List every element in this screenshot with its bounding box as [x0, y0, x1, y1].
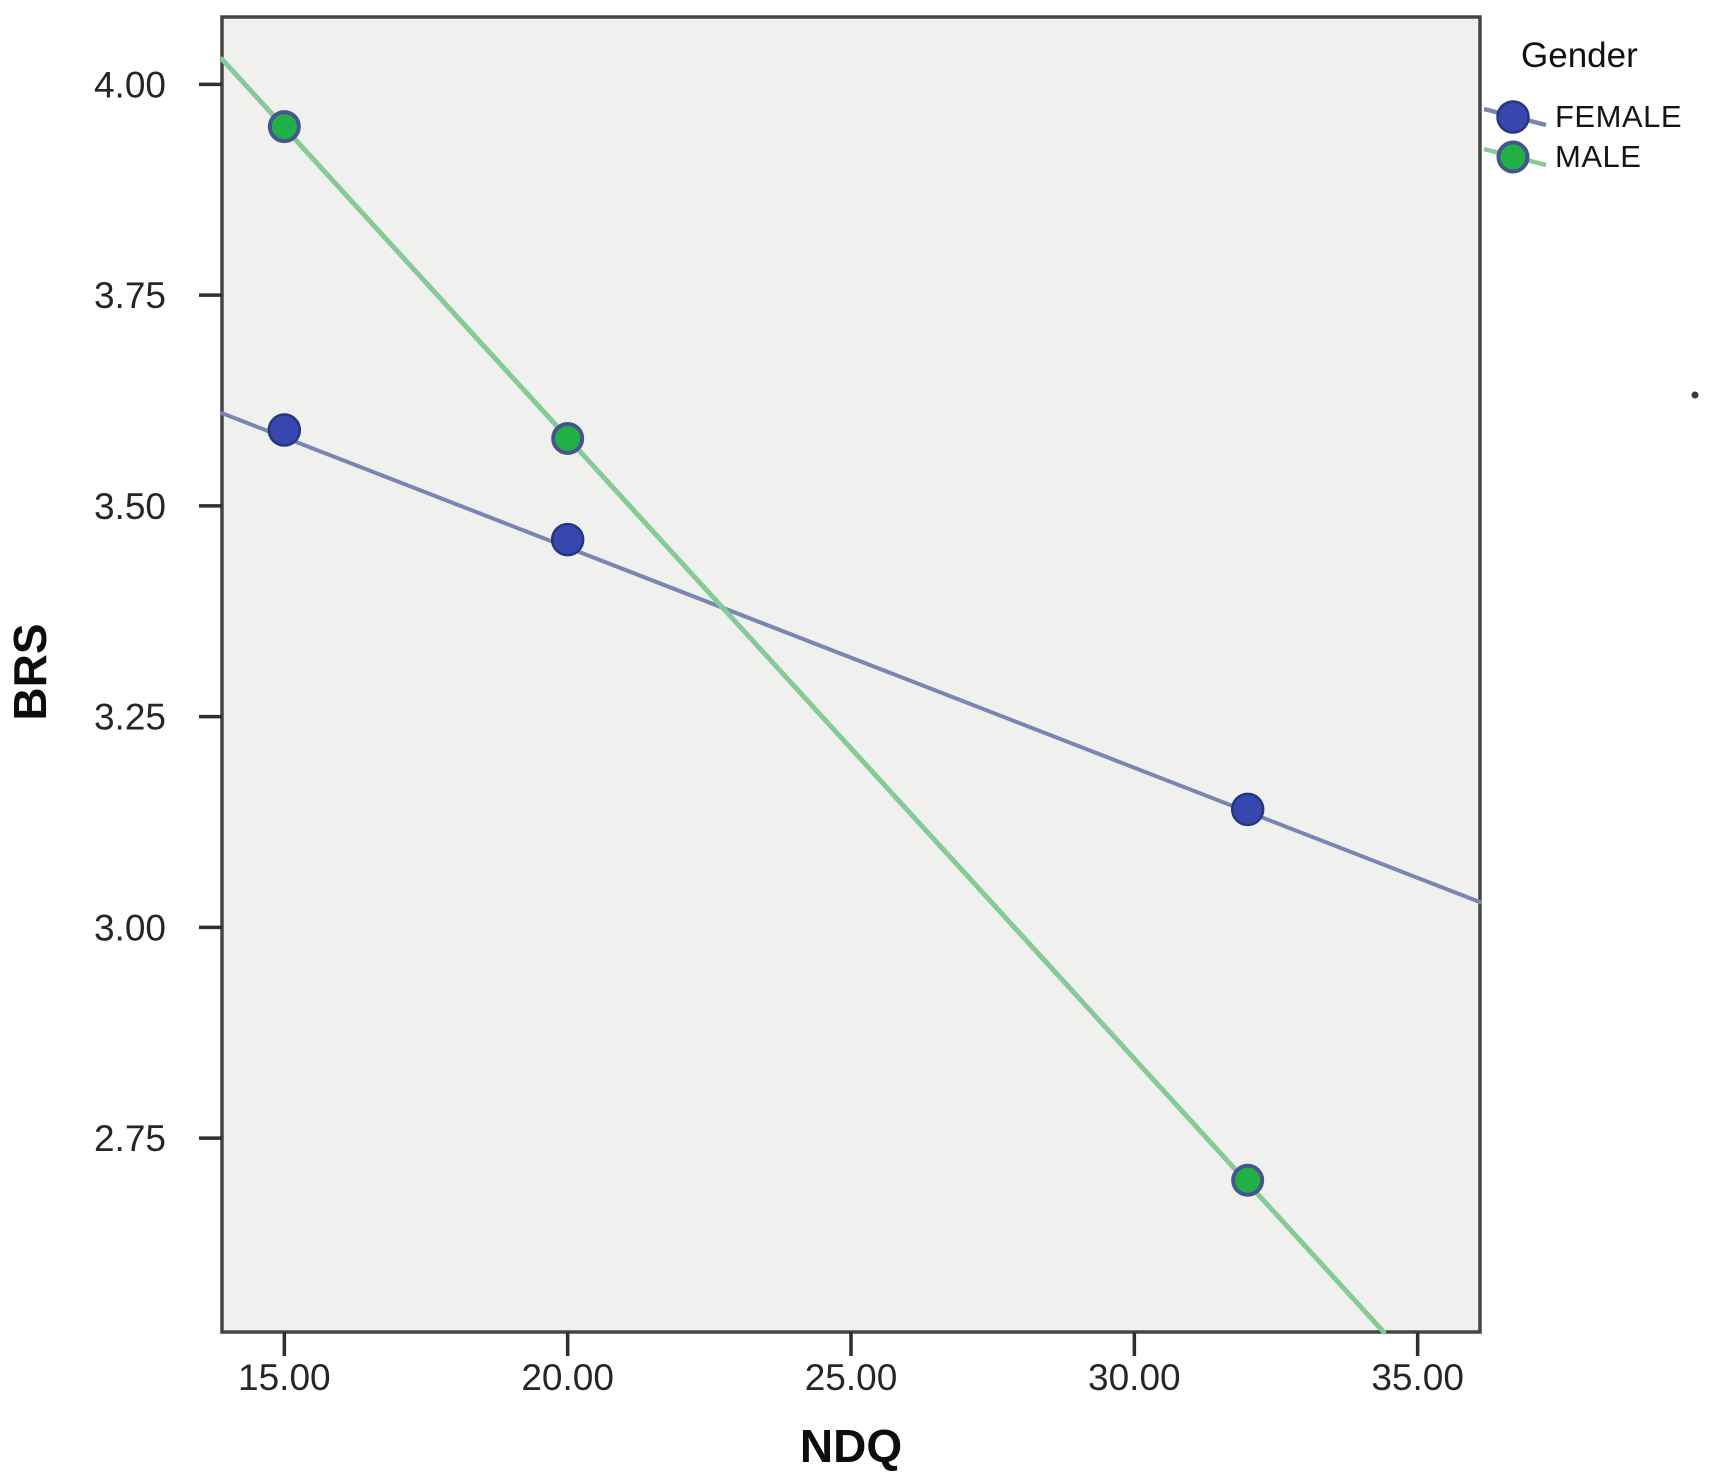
series-line-male: [219, 56, 1387, 1335]
x-tick-label: 20.00: [521, 1357, 614, 1398]
data-point-female-15: [267, 413, 302, 447]
y-tick-label: 3.75: [94, 275, 166, 316]
data-point-male-20: [551, 421, 585, 455]
legend-marker-male-icon: [1483, 140, 1547, 174]
plot-area: [220, 15, 1482, 1334]
legend-marker-female-icon: [1483, 100, 1547, 134]
legend-label-female: FEMALE: [1555, 99, 1683, 134]
y-tick-label: 4.00: [94, 64, 166, 105]
x-tick-label: 35.00: [1371, 1357, 1464, 1398]
data-point-female-20: [550, 522, 585, 557]
x-tick-label: 30.00: [1088, 1357, 1181, 1398]
x-axis-title: NDQ: [800, 1420, 902, 1472]
data-point-male-15: [267, 110, 301, 144]
legend-title: Gender: [1521, 36, 1638, 75]
legend-items: FEMALE MALE: [1483, 97, 1709, 177]
legend: Gender FEMALE MALE: [1483, 25, 1709, 177]
x-tick-label: 25.00: [805, 1357, 898, 1398]
data-point-male-32: [1231, 1163, 1265, 1197]
x-tick-label: 15.00: [238, 1357, 331, 1398]
series-line-female: [220, 411, 1482, 905]
legend-label-male: MALE: [1555, 139, 1642, 174]
y-tick-label: 3.25: [94, 697, 166, 738]
y-tick-label: 3.50: [94, 486, 166, 527]
y-tick-label: 3.00: [94, 907, 166, 948]
legend-item-male: MALE: [1483, 137, 1709, 177]
y-tick-label: 2.75: [94, 1118, 166, 1159]
y-axis-title: BRS: [4, 623, 56, 720]
data-point-female-32: [1230, 792, 1265, 827]
stray-dot: [1691, 391, 1699, 399]
legend-item-female: FEMALE: [1483, 97, 1709, 137]
